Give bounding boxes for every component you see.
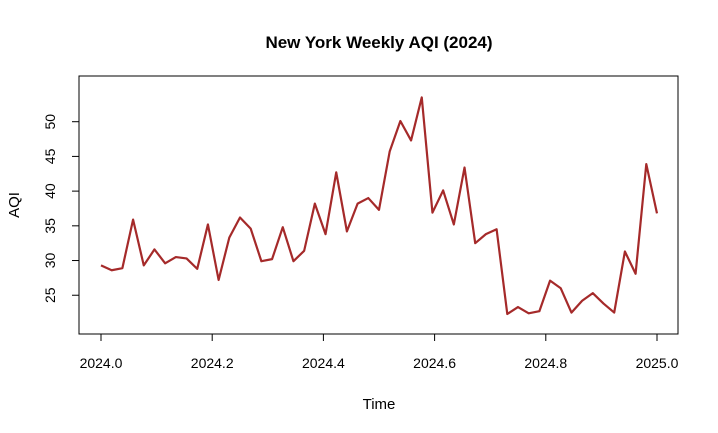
- series-group: [100, 96, 659, 316]
- y-tick-label: 40: [42, 183, 58, 199]
- y-tick-label: 30: [42, 253, 58, 269]
- y-tick-label: 50: [42, 114, 58, 130]
- y-tick-label: 25: [42, 287, 58, 303]
- x-tick-label: 2024.6: [413, 355, 456, 371]
- x-tick-label: 2025.0: [636, 355, 679, 371]
- x-axis-label: Time: [363, 396, 396, 413]
- y-tick-label: 45: [42, 148, 58, 164]
- x-axis: 2024.0 2024.2 2024.4 2024.6 2024.8 2025.0: [80, 333, 679, 371]
- aqi-series-line: [100, 96, 659, 316]
- x-tick-label: 2024.2: [191, 355, 234, 371]
- x-tick-label: 2024.0: [80, 355, 123, 371]
- x-tick-label: 2024.4: [302, 355, 345, 371]
- chart-title: New York Weekly AQI (2024): [265, 33, 492, 52]
- y-axis-label: AQI: [6, 192, 23, 218]
- y-tick-label: 35: [42, 218, 58, 234]
- x-tick-label: 2024.8: [524, 355, 567, 371]
- y-axis: 25 30 35 40 45 50: [42, 114, 80, 303]
